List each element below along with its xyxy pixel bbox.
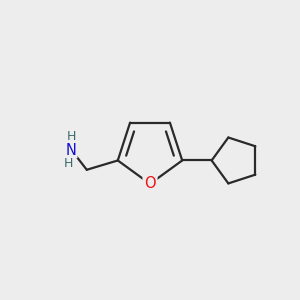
Text: H: H — [64, 158, 73, 170]
Text: N: N — [66, 142, 77, 158]
Text: O: O — [144, 176, 156, 191]
Text: H: H — [67, 130, 76, 143]
